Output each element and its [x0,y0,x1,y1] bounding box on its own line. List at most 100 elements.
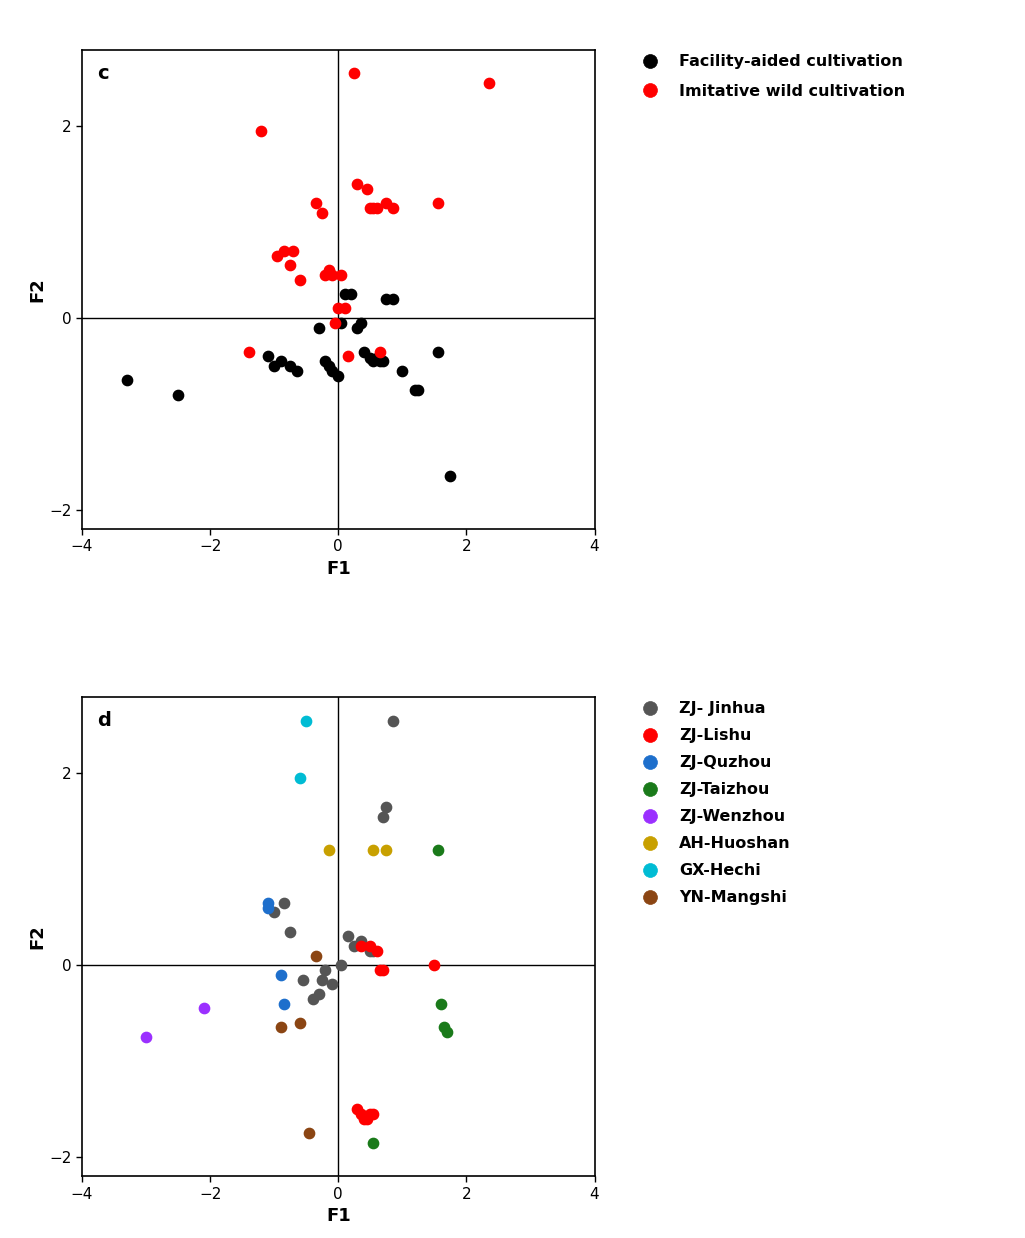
Point [342,284,360,303]
Point [266,357,283,376]
Point [372,959,388,979]
Point [314,969,330,989]
Point [350,318,366,338]
Point [362,198,378,218]
Point [266,903,283,922]
Point [196,998,212,1018]
Point [362,936,378,956]
Point [365,1104,381,1124]
X-axis label: F1: F1 [326,1207,351,1226]
Point [288,360,304,380]
Point [359,178,375,198]
Point [282,922,298,942]
Point [330,365,346,385]
Point [291,270,308,290]
Y-axis label: F2: F2 [29,277,46,302]
Point [318,352,334,371]
Point [276,994,292,1014]
Point [365,198,381,218]
Point [429,342,446,361]
Point [321,841,337,860]
Point [442,467,458,487]
Point [407,380,423,400]
Legend: Facility-aided cultivation, Imitative wild cultivation: Facility-aided cultivation, Imitative wi… [628,48,911,105]
Point [375,807,392,827]
Point [327,313,343,333]
Text: c: c [97,64,109,83]
Point [291,769,308,789]
Y-axis label: F2: F2 [29,924,46,948]
Point [369,941,385,961]
Point [356,342,372,361]
Point [384,288,401,308]
Text: d: d [97,711,112,730]
Point [308,193,324,213]
Point [333,265,350,285]
Point [365,1133,381,1153]
Point [273,352,289,371]
Point [365,941,381,961]
Point [394,360,410,380]
Point [318,959,334,979]
Point [304,989,321,1009]
Point [353,1104,369,1124]
Point [426,956,443,976]
Point [330,298,346,318]
Point [429,841,446,860]
Point [282,357,298,376]
Point [372,342,388,361]
Point [362,1104,378,1124]
Point [339,926,356,946]
Point [429,193,446,213]
Point [324,974,340,994]
Point [369,348,385,368]
Point [336,284,353,303]
Point [346,63,363,83]
Point [353,313,369,333]
Point [333,956,350,976]
Point [259,893,276,912]
Point [276,893,292,912]
Point [321,260,337,280]
Point [273,964,289,984]
Point [410,380,426,400]
Point [362,348,378,368]
Point [298,711,315,730]
Point [137,1028,154,1047]
Point [259,898,276,917]
Point [308,946,324,966]
Point [333,313,350,333]
Point [324,360,340,380]
Point [378,288,395,308]
Point [291,1013,308,1032]
Point [359,1109,375,1129]
Point [346,936,363,956]
Point [301,1123,318,1143]
Point [119,370,135,390]
Point [353,936,369,956]
Point [311,984,327,1004]
Point [321,357,337,376]
Point [378,797,395,817]
Point [311,318,327,338]
Point [270,246,286,266]
Point [285,241,301,261]
Point [273,1018,289,1037]
X-axis label: F1: F1 [326,560,351,578]
Point [170,385,187,405]
Point [276,241,292,261]
Point [384,198,401,218]
Point [314,203,330,223]
Legend: ZJ- Jinhua, ZJ-Lishu, ZJ-Quzhou, ZJ-Taizhou, ZJ-Wenzhou, AH-Huoshan, GX-Hechi, Y: ZJ- Jinhua, ZJ-Lishu, ZJ-Quzhou, ZJ-Taiz… [628,695,797,911]
Point [362,941,378,961]
Point [253,121,270,141]
Point [439,1023,455,1042]
Point [369,198,385,218]
Point [378,841,395,860]
Point [372,352,388,371]
Point [282,255,298,275]
Point [318,265,334,285]
Point [365,352,381,371]
Point [481,73,497,93]
Point [295,969,312,989]
